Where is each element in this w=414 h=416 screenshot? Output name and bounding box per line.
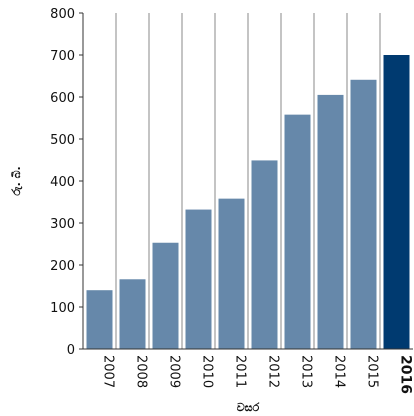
x-tick-label: 2011 bbox=[233, 355, 248, 388]
category-separators bbox=[115, 13, 381, 349]
y-tick-label: 300 bbox=[50, 217, 75, 232]
x-tick-label: 2007 bbox=[101, 355, 116, 388]
bar-2014 bbox=[317, 94, 344, 350]
y-tick-label: 100 bbox=[50, 301, 75, 316]
y-tick-label: 800 bbox=[50, 7, 75, 22]
bars bbox=[86, 55, 410, 350]
bar-2012 bbox=[251, 160, 278, 349]
bar-2007 bbox=[86, 290, 113, 349]
bar-2009 bbox=[152, 242, 179, 349]
x-tick-label: 2014 bbox=[332, 355, 347, 388]
x-tick-label: 2015 bbox=[365, 355, 380, 388]
bar-2010 bbox=[185, 209, 212, 349]
y-tick-label: 600 bbox=[50, 91, 75, 106]
bar-2011 bbox=[218, 198, 245, 349]
y-tick-label: 200 bbox=[50, 259, 75, 274]
x-tick-label: 2008 bbox=[134, 355, 149, 388]
x-tick-label: 2009 bbox=[167, 355, 182, 388]
x-tick-labels: 2007 2008 2009 2010 2011 2012 2013 2014 2015 2016 bbox=[101, 355, 414, 394]
bar-2015 bbox=[350, 79, 377, 349]
bar-2008 bbox=[119, 279, 146, 349]
y-tick-labels: 0 100 200 300 400 500 600 700 800 bbox=[50, 7, 83, 358]
y-tick-label: 500 bbox=[50, 133, 75, 148]
x-tick-label: 2013 bbox=[299, 355, 314, 388]
y-tick-label: 700 bbox=[50, 49, 75, 64]
bar-2016 bbox=[383, 55, 410, 349]
x-tick-label: 2010 bbox=[200, 355, 215, 388]
x-axis-title: වසර bbox=[237, 401, 260, 414]
y-tick-label: 400 bbox=[50, 175, 75, 190]
x-tick-label: 2016 bbox=[398, 355, 414, 394]
y-tick-label: 0 bbox=[67, 343, 75, 358]
y-axis-title: රු. බි. bbox=[10, 166, 23, 195]
x-tick-label: 2012 bbox=[266, 355, 281, 388]
bar-2013 bbox=[284, 114, 311, 349]
